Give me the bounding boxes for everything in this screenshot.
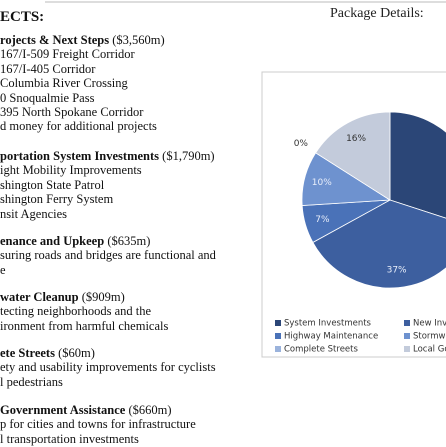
legend-swatch (275, 346, 281, 352)
section-heading: portation System Investments ($1,790m) (0, 149, 215, 164)
section-amount: ($1,790m) (162, 149, 215, 163)
legend-swatch (275, 320, 281, 326)
section-amount: ($635m) (107, 234, 151, 248)
section-heading: Government Assistance ($660m) (0, 403, 172, 418)
legend-label: System Investments (284, 319, 372, 329)
section-item: tecting neighborhoods and the (0, 304, 152, 319)
section-title: Government Assistance (0, 403, 126, 417)
section-heading: ete Streets ($60m) (0, 346, 95, 361)
legend-label: Local Go (413, 345, 446, 355)
legend-label: Complete Streets (284, 345, 358, 355)
data-label: 16% (346, 134, 366, 144)
section-item: Columbia River Crossing (0, 76, 128, 91)
section-item: l transportation investments (0, 431, 139, 446)
legend-swatch (404, 333, 410, 339)
pie-slice (315, 111, 391, 201)
section-item: shington State Patrol (0, 177, 105, 192)
legend-label: New Inv (413, 319, 446, 329)
section-heading: water Cleanup ($909m) (0, 290, 125, 305)
section-title: water Cleanup (0, 290, 79, 304)
section-item: d money for additional projects (0, 119, 157, 134)
section-item: l pedestrians (0, 374, 63, 389)
section-item: 167/I-405 Corridor (0, 61, 96, 76)
legend-label: Stormw (413, 332, 446, 342)
data-label: 7% (315, 215, 330, 225)
doc-title: ECTS: (0, 9, 45, 25)
legend-swatch (275, 333, 281, 339)
section-heading: enance and Upkeep ($635m) (0, 234, 150, 249)
section-item: 395 North Spokane Corridor (0, 105, 144, 119)
section-item: ight Mobility Improvements (0, 163, 142, 178)
section-item: p for cities and towns for infrastructur… (0, 417, 196, 432)
section-heading: rojects & Next Steps ($3,560m) (0, 33, 165, 48)
legend-label: Highway Maintenance (284, 332, 378, 342)
section-title: ete Streets (0, 346, 55, 360)
pie-slice (312, 199, 446, 289)
package-heading: Package Details: (330, 6, 424, 21)
section-item: e (0, 262, 6, 277)
section-item: ironment from harmful chemicals (0, 318, 169, 333)
legend-swatch (404, 320, 410, 326)
legend-swatch (404, 346, 410, 352)
section-item: 167/I-509 Freight Corridor (0, 47, 135, 62)
data-label: 0% (294, 139, 309, 149)
section-item: 0 Snoqualmie Pass (0, 90, 95, 105)
section-item: shington Ferry System (0, 192, 114, 207)
section-amount: ($60m) (58, 346, 95, 360)
section-title: rojects & Next Steps (0, 33, 110, 47)
section-amount: ($3,560m) (112, 33, 165, 47)
pie-slice (389, 111, 446, 219)
section-title: enance and Upkeep (0, 234, 105, 248)
section-item: ety and usability improvements for cycli… (0, 360, 216, 375)
data-label: 37% (387, 266, 407, 276)
section-amount: ($909m) (81, 290, 125, 304)
section-item: nsit Agencies (0, 206, 68, 221)
section-amount: ($660m) (128, 403, 172, 417)
data-label: 10% (312, 178, 332, 188)
section-item: suring roads and bridges are functional … (0, 248, 216, 263)
section-title: portation System Investments (0, 149, 160, 163)
